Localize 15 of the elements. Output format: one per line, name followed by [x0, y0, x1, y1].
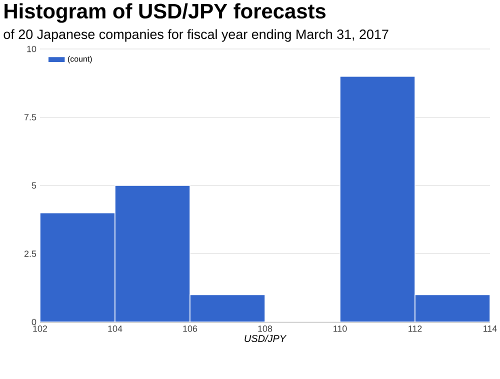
chart-subtitle: of 20 Japanese companies for fiscal year ending March 31, 2017: [4, 29, 388, 42]
y-tick-label: 5: [32, 182, 36, 189]
y-tick-label: 0: [32, 318, 36, 326]
x-tick-label: 110: [334, 326, 347, 332]
y-tick-label: 7.5: [24, 114, 36, 120]
x-tick-label: 108: [258, 326, 272, 332]
x-tick-label: 114: [484, 326, 497, 332]
x-tick-label: 104: [108, 326, 122, 332]
chart-title: Histogram of USD/JPY forecasts: [4, 3, 326, 23]
x-tick-label: 112: [408, 326, 422, 332]
x-tick-label: 102: [33, 326, 48, 332]
y-tick-label: 2.5: [24, 250, 36, 257]
x-tick-label: 106: [183, 326, 198, 332]
x-axis-title: USD/JPY: [244, 334, 287, 342]
y-tick-label: 10: [27, 46, 36, 52]
